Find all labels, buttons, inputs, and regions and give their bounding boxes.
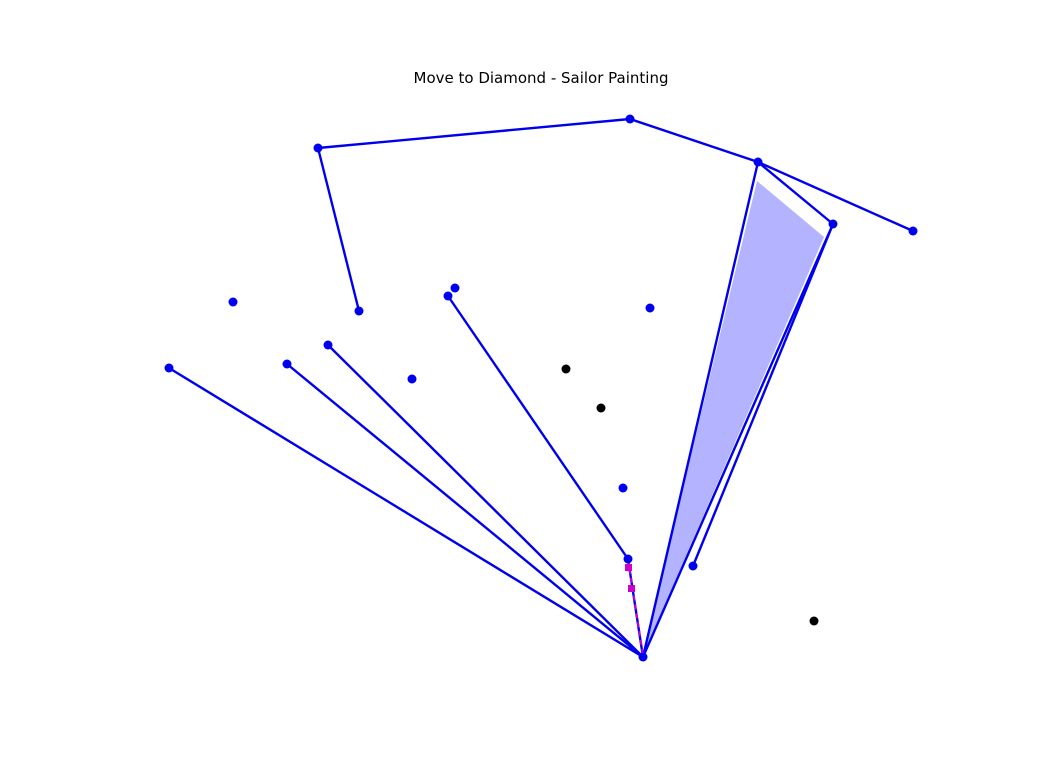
node (228, 297, 238, 307)
diagram-title: Move to Diamond - Sailor Painting (413, 69, 669, 87)
node (313, 143, 323, 153)
edge (691, 222, 835, 568)
node (618, 483, 628, 493)
edge (756, 160, 835, 226)
edge (326, 343, 645, 659)
edge (641, 160, 760, 659)
node-black (809, 616, 819, 626)
shaded-region (643, 181, 824, 655)
edge (285, 362, 645, 659)
node (688, 561, 698, 571)
edge (167, 366, 645, 659)
node (450, 283, 460, 293)
node (753, 157, 763, 167)
node (625, 114, 635, 124)
node (443, 291, 453, 301)
node-black (561, 364, 571, 374)
node (282, 359, 292, 369)
node (354, 306, 364, 316)
node-black (596, 403, 606, 413)
black-nodes (561, 364, 819, 626)
node (407, 374, 417, 384)
node (623, 554, 633, 564)
dashed-path (627, 559, 644, 656)
edges (167, 117, 915, 659)
node (908, 226, 918, 236)
node (645, 303, 655, 313)
blue-nodes (164, 114, 918, 662)
edge (446, 294, 630, 561)
node (828, 219, 838, 229)
marker-square (625, 564, 632, 571)
marker-square (628, 585, 635, 592)
node (323, 340, 333, 350)
node (638, 652, 648, 662)
node (164, 363, 174, 373)
edge (641, 222, 835, 659)
